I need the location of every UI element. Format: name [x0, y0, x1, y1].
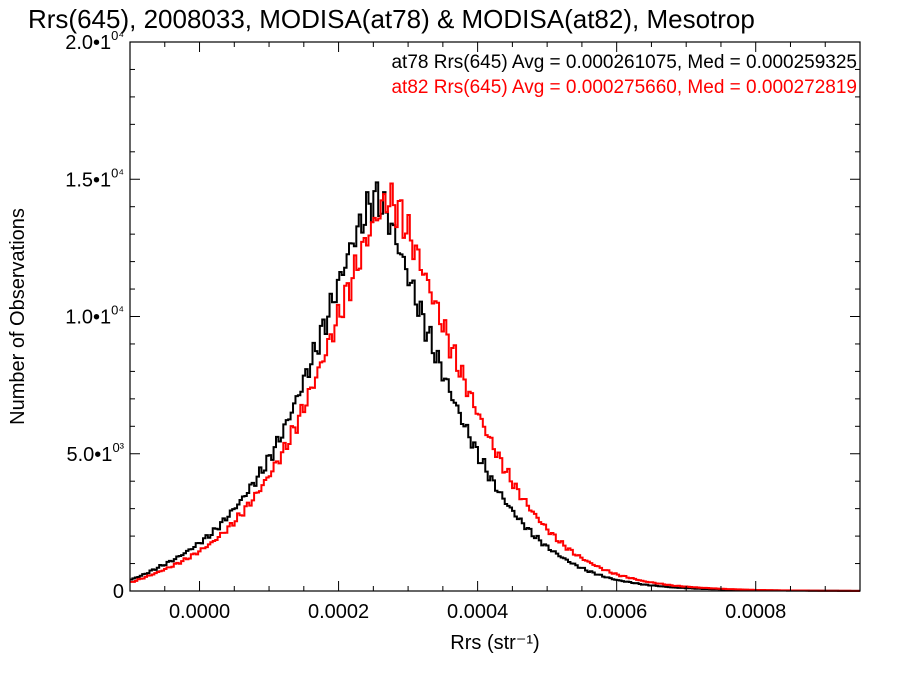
- stats-at82: at82 Rrs(645) Avg = 0.000275660, Med = 0…: [391, 77, 857, 98]
- x-tick-label: 0.0006: [586, 601, 647, 623]
- y-tick-label: 5.0•10³: [67, 440, 125, 466]
- chart-title: Rrs(645), 2008033, MODISA(at78) & MODISA…: [28, 4, 755, 34]
- y-tick-label: 1.0•10⁴: [65, 303, 124, 329]
- x-tick-label: 0.0008: [725, 601, 786, 623]
- y-tick-label: 0: [113, 581, 124, 603]
- series-layer: [130, 181, 860, 592]
- stats-at78: at78 Rrs(645) Avg = 0.000261075, Med = 0…: [391, 52, 857, 73]
- y-tick-label: 2.0•10⁴: [65, 28, 124, 54]
- x-tick-label: 0.0000: [169, 601, 230, 623]
- x-tick-label: 0.0004: [447, 601, 508, 623]
- x-tick-label: 0.0002: [308, 601, 369, 623]
- plot-frame: [129, 41, 861, 592]
- y-axis-title: Number of Observations: [7, 208, 29, 425]
- ticks-layer: 0.0000 0.0002 0.0004 0.0006 0.0008 0 5.0•10³ 1.…: [65, 28, 861, 623]
- y-tick-label: 1.5•10⁴: [65, 165, 124, 191]
- x-axis-title: Rrs (str⁻¹): [450, 632, 539, 654]
- series-1-line: [130, 182, 860, 592]
- series-0-line: [130, 181, 860, 592]
